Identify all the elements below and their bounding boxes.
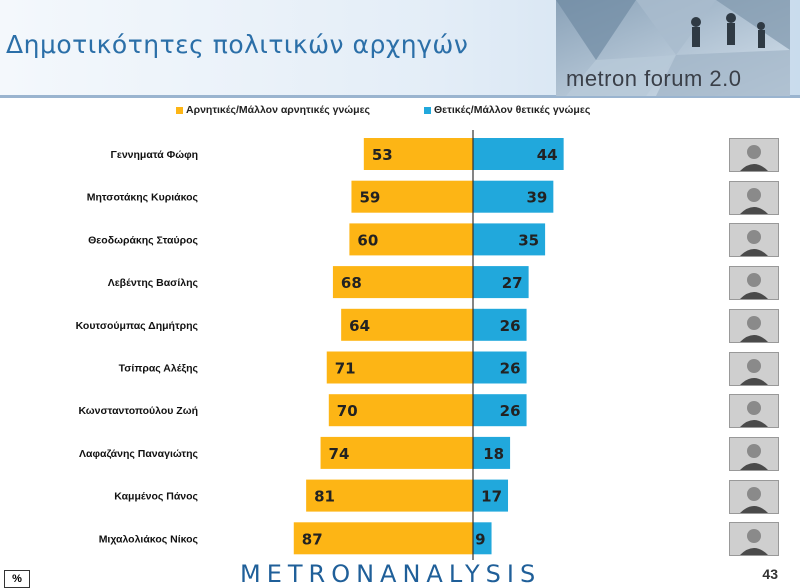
category-label: Τσίπρας Αλέξης xyxy=(119,363,199,375)
bar-negative xyxy=(293,522,473,555)
data-label-negative: 70 xyxy=(337,402,358,420)
category-label: Κουτσούμπας Δημήτρης xyxy=(76,320,199,332)
category-label: Μιχαλολιάκος Νίκος xyxy=(99,533,199,545)
data-label-positive: 44 xyxy=(537,146,558,164)
data-label-negative: 71 xyxy=(335,360,356,378)
bar-positive xyxy=(473,266,529,299)
bar-negative xyxy=(351,180,473,213)
brand-logo: metron forum 2.0 xyxy=(566,66,742,91)
category-label: Λεβέντης Βασίλης xyxy=(108,277,199,289)
data-label-positive: 9 xyxy=(475,530,485,548)
legend-negative-label: Αρνητικές/Μάλλον αρνητικές γνώμες xyxy=(186,104,371,116)
page-number: 43 xyxy=(762,566,778,582)
header-photo xyxy=(556,0,790,96)
bar-positive xyxy=(473,436,511,469)
bar-negative xyxy=(341,308,473,341)
legend-swatch-positive xyxy=(424,106,431,114)
data-label-negative: 68 xyxy=(341,274,362,292)
bar-negative xyxy=(306,479,473,512)
legend-positive-label: Θετικές/Μάλλον θετικές γνώμες xyxy=(434,104,591,116)
unit-label: % xyxy=(4,570,30,588)
data-label-negative: 64 xyxy=(349,317,370,335)
data-label-positive: 17 xyxy=(481,488,502,506)
leader-portrait xyxy=(729,394,779,429)
bar-positive xyxy=(473,308,527,341)
leader-portrait xyxy=(729,180,779,215)
category-label: Γεννηματά Φώφη xyxy=(111,149,198,161)
bar-positive xyxy=(473,479,509,512)
leader-portrait xyxy=(729,138,779,172)
leader-portrait xyxy=(729,479,779,514)
legend-swatch-negative xyxy=(176,106,183,114)
data-label-positive: 26 xyxy=(500,317,521,335)
leader-portrait xyxy=(729,308,779,343)
data-label-negative: 87 xyxy=(302,530,323,548)
data-label-negative: 53 xyxy=(372,146,393,164)
bar-positive xyxy=(473,138,564,170)
footer-brand: METRONANALYSIS xyxy=(240,560,542,588)
legend-positive: Θετικές/Μάλλον θετικές γνώμες xyxy=(424,104,590,116)
data-label-positive: 26 xyxy=(500,360,521,378)
data-label-positive: 35 xyxy=(518,231,539,249)
bar-negative xyxy=(363,138,473,170)
leader-portrait xyxy=(729,266,779,301)
bar-positive xyxy=(473,351,527,384)
page-title: Δημοτικότητες πολιτικών αρχηγών xyxy=(6,30,469,59)
diverging-bar-chart: Γεννηματά Φώφη 53 44 Μητσοτάκης Κυριάκος 59 3… xyxy=(76,130,564,560)
bar-negative xyxy=(326,351,473,384)
leader-portrait xyxy=(729,436,779,471)
bar-negative xyxy=(328,394,473,427)
chart-legend: Αρνητικές/Μάλλον αρνητικές γνώμες Θετικέ… xyxy=(0,104,800,120)
category-label: Θεοδωράκης Σταύρος xyxy=(88,234,198,246)
bar-negative xyxy=(332,266,473,299)
category-label: Λαφαζάνης Παναγιώτης xyxy=(79,448,199,460)
data-label-negative: 60 xyxy=(357,231,378,249)
category-label: Κωνσταντοπούλου Ζωή xyxy=(78,405,198,417)
data-label-positive: 27 xyxy=(502,274,523,292)
bar-negative xyxy=(349,223,473,256)
data-label-negative: 59 xyxy=(359,189,380,207)
leader-portrait xyxy=(729,223,779,258)
leader-portrait xyxy=(729,351,779,386)
leader-portrait xyxy=(729,522,779,557)
data-label-negative: 74 xyxy=(329,445,350,463)
data-label-positive: 39 xyxy=(526,189,547,207)
bar-positive xyxy=(473,522,492,555)
data-label-positive: 18 xyxy=(483,445,504,463)
legend-negative: Αρνητικές/Μάλλον αρνητικές γνώμες xyxy=(176,104,370,116)
category-label: Μητσοτάκης Κυριάκος xyxy=(87,192,199,204)
bar-positive xyxy=(473,223,546,256)
bar-negative xyxy=(320,436,473,469)
header-divider xyxy=(0,95,800,98)
data-label-positive: 26 xyxy=(500,402,521,420)
data-label-negative: 81 xyxy=(314,488,335,506)
category-label: Καμμένος Πάνος xyxy=(114,491,198,503)
bar-positive xyxy=(473,394,527,427)
bar-positive xyxy=(473,180,554,213)
